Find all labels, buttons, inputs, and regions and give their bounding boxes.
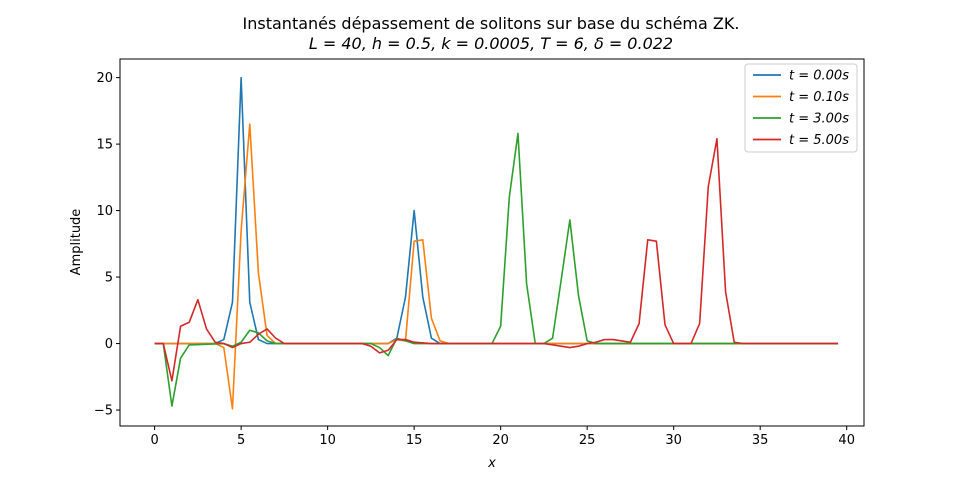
y-tick-label: 10 (96, 204, 113, 219)
legend-label-0: t = 0.00s (789, 69, 849, 84)
chart-subtitle: L = 40, h = 0.5, k = 0.0005, T = 6, δ = … (309, 34, 673, 53)
legend-label-2: t = 3.00s (789, 112, 849, 127)
x-tick-label: 25 (579, 433, 596, 448)
chart-title: Instantanés dépassement de solitons sur … (243, 14, 740, 33)
x-tick-label: 35 (752, 433, 769, 448)
x-tick-label: 5 (237, 433, 245, 448)
x-tick-label: 15 (406, 433, 423, 448)
x-tick-label: 30 (665, 433, 682, 448)
legend-label-1: t = 0.10s (789, 90, 849, 105)
plot-frame (119, 58, 865, 427)
y-tick-label: 0 (105, 337, 113, 352)
y-axis: −5 0 5 10 15 20 (94, 71, 120, 419)
y-axis-label: Amplitude (69, 209, 84, 276)
x-axis-label: x (487, 456, 496, 471)
x-tick-label: 20 (492, 433, 509, 448)
y-tick-label: 5 (105, 271, 113, 286)
legend-label-3: t = 5.00s (789, 133, 849, 148)
y-tick-label: 20 (96, 71, 113, 86)
x-tick-label: 40 (838, 433, 855, 448)
series-line-3 (154, 137, 839, 382)
legend: t = 0.00s t = 0.10s t = 3.00s t = 5.00s (744, 63, 858, 153)
y-tick-label: −5 (94, 404, 113, 419)
x-tick-label: 0 (150, 433, 158, 448)
legend-box (744, 63, 858, 153)
y-tick-label: 15 (96, 138, 113, 153)
x-tick-label: 10 (319, 433, 336, 448)
x-axis: 0 5 10 15 20 25 30 35 40 (150, 426, 855, 448)
series-layer (154, 76, 839, 410)
